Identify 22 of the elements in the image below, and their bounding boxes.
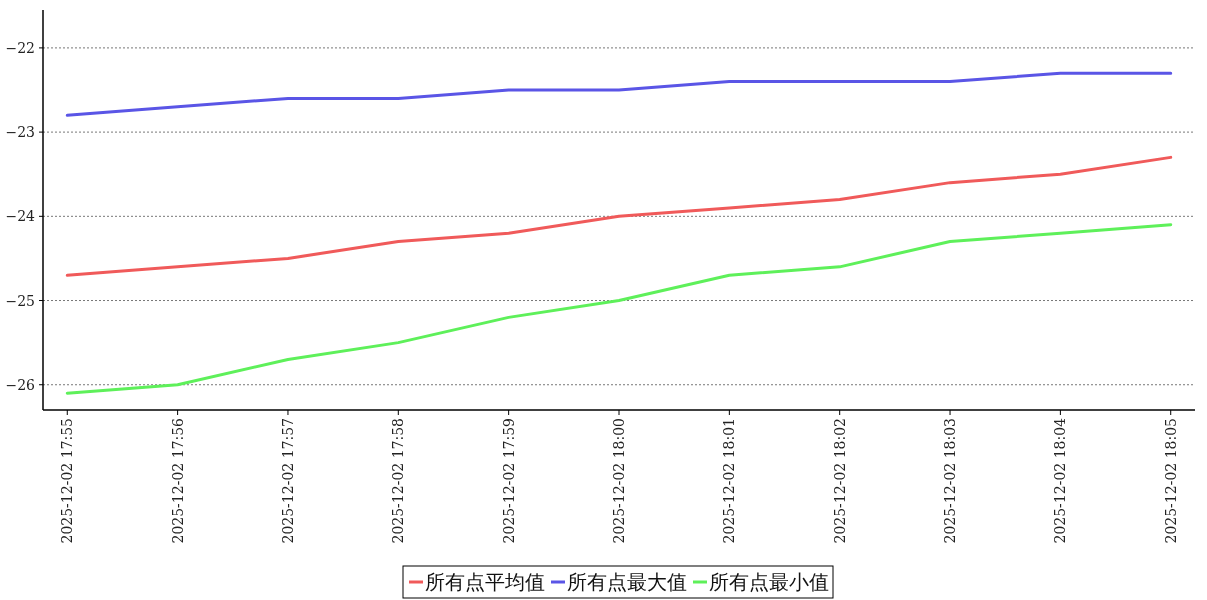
x-tick-label: 2025-12-02 18:01: [721, 418, 738, 544]
y-tick-label: −26: [5, 376, 36, 393]
y-tick-label: −22: [5, 39, 35, 56]
x-tick-label: 2025-12-02 18:04: [1052, 417, 1069, 544]
legend-label: 所有点最小值: [709, 570, 829, 594]
x-tick-label: 2025-12-02 18:03: [942, 418, 959, 544]
line-series: [65, 71, 1173, 117]
line-series: [65, 155, 1173, 277]
line-series: [65, 223, 1173, 395]
x-tick-label: 2025-12-02 17:57: [279, 418, 296, 544]
y-tick-label: −25: [5, 292, 35, 309]
x-tick-label: 2025-12-02 17:55: [59, 418, 76, 544]
legend-label: 所有点最大值: [567, 570, 687, 594]
x-tick-label: 2025-12-02 17:58: [390, 418, 407, 544]
x-tick-label: 2025-12-02 18:00: [611, 418, 627, 544]
x-tick-label: 2025-12-02 17:56: [169, 417, 186, 544]
x-tick-label: 2025-12-02 17:59: [500, 418, 517, 544]
legend-label: 所有点平均值: [425, 570, 545, 594]
x-tick-label: 2025-12-02 18:05: [1162, 418, 1179, 544]
x-tick-label: 2025-12-02 18:02: [831, 418, 848, 544]
y-tick-label: −23: [5, 124, 35, 141]
y-tick-label: −24: [5, 208, 36, 225]
